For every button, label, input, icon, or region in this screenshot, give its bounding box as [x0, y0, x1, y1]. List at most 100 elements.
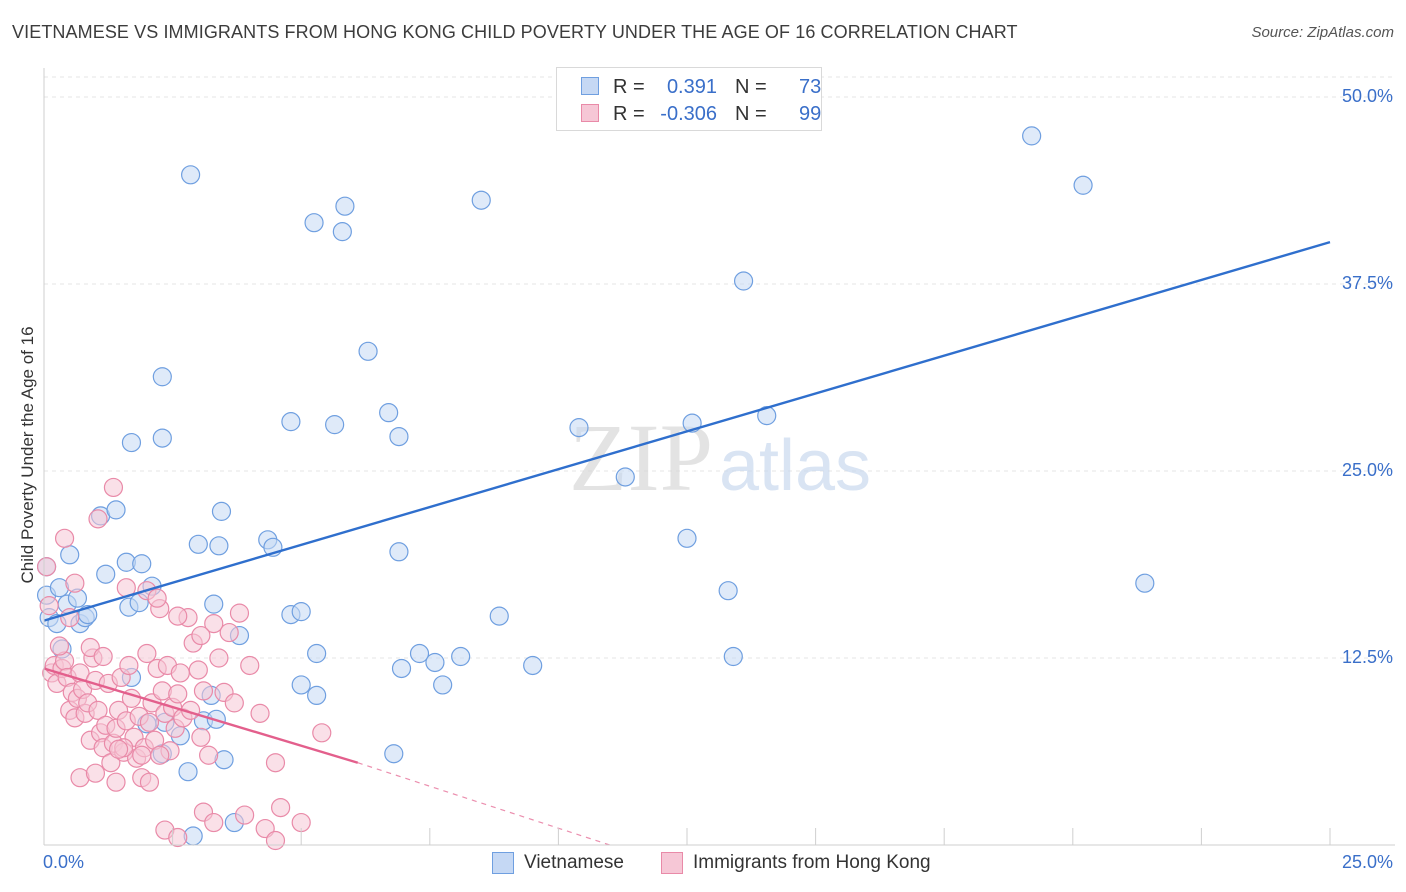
- data-point: [471, 190, 491, 210]
- x-tick-label-min: 0.0%: [43, 852, 85, 872]
- legend-n-label: N =: [735, 76, 767, 98]
- data-point: [224, 693, 244, 713]
- trend-line-extension: [357, 762, 611, 846]
- data-point: [250, 703, 270, 723]
- legend-n-label: N =: [735, 103, 767, 125]
- data-point: [733, 271, 754, 291]
- data-point: [523, 655, 543, 676]
- x-tick-label-max: 25.0%: [1341, 852, 1393, 872]
- data-point: [307, 685, 327, 706]
- data-point: [188, 534, 208, 554]
- legend-swatch-hong-kong: [661, 852, 683, 874]
- data-point: [332, 222, 352, 242]
- legend-item-vietnamese: Vietnamese: [492, 852, 624, 874]
- data-point: [240, 655, 260, 676]
- data-point: [723, 646, 743, 667]
- chart-title: VIETNAMESE VS IMMIGRANTS FROM HONG KONG …: [12, 22, 1018, 42]
- data-point: [152, 367, 172, 387]
- legend-r-value: 0.391: [666, 76, 717, 98]
- data-point: [615, 467, 635, 487]
- data-point: [304, 213, 324, 233]
- data-point: [677, 528, 697, 548]
- watermark: ZIPatlas: [569, 404, 871, 511]
- data-point: [181, 165, 201, 185]
- trend-lines: [43, 240, 1331, 846]
- y-tick-label: 12.5%: [1341, 647, 1393, 667]
- y-tick-label: 25.0%: [1341, 460, 1393, 480]
- data-point: [204, 594, 224, 614]
- data-point: [358, 341, 378, 361]
- hong-kong-points: [36, 477, 332, 851]
- data-point: [65, 573, 85, 593]
- data-point: [219, 622, 239, 643]
- legend-r-label: R =: [613, 76, 645, 98]
- data-point: [85, 763, 106, 783]
- data-point: [489, 606, 509, 626]
- data-point: [291, 675, 311, 695]
- data-point: [204, 812, 224, 833]
- legend-n-value: 99: [799, 103, 822, 125]
- data-point: [271, 797, 291, 818]
- data-point: [170, 663, 190, 683]
- data-point: [235, 805, 255, 825]
- stats-legend: R = 0.391 N = 73 R = -0.306 N = 99: [556, 67, 822, 131]
- data-point: [96, 564, 116, 584]
- data-point: [199, 745, 219, 765]
- data-point: [291, 602, 311, 622]
- data-point: [88, 700, 108, 720]
- data-point: [211, 501, 232, 521]
- watermark-atlas: atlas: [719, 426, 871, 506]
- legend-n-value: 73: [799, 76, 822, 98]
- data-point: [178, 762, 198, 782]
- legend-swatch-vietnamese: [492, 852, 514, 874]
- data-point: [54, 528, 75, 548]
- data-point: [152, 681, 172, 701]
- legend-r-label: R =: [613, 103, 645, 125]
- data-point: [139, 712, 160, 732]
- data-point: [49, 636, 70, 656]
- data-point: [391, 658, 412, 679]
- series-legend: Vietnamese Immigrants from Hong Kong: [0, 852, 1406, 878]
- data-point: [93, 646, 113, 667]
- data-point: [36, 557, 57, 577]
- data-point: [60, 545, 80, 565]
- data-point: [132, 745, 152, 765]
- y-tick-label: 37.5%: [1341, 273, 1393, 293]
- data-point: [119, 655, 139, 676]
- data-point: [325, 415, 345, 435]
- data-point: [389, 426, 409, 447]
- data-point: [106, 500, 126, 520]
- data-point: [137, 643, 157, 664]
- data-point: [307, 643, 327, 664]
- data-point: [108, 739, 129, 759]
- data-point: [335, 196, 355, 216]
- data-point: [168, 606, 188, 626]
- data-point: [139, 772, 160, 792]
- data-point: [152, 428, 172, 448]
- trend-line-vietnamese: [43, 240, 1331, 622]
- data-point: [265, 830, 286, 851]
- data-point: [379, 403, 399, 423]
- legend-label-hong-kong: Immigrants from Hong Kong: [693, 852, 931, 873]
- trend-line-hong-kong: [43, 667, 359, 764]
- data-point: [425, 652, 445, 673]
- data-point: [718, 581, 738, 601]
- y-tick-label: 50.0%: [1341, 86, 1393, 106]
- data-point: [121, 432, 142, 453]
- data-point: [1073, 175, 1093, 195]
- data-point: [433, 675, 453, 695]
- data-point: [265, 753, 286, 773]
- data-point: [191, 625, 211, 646]
- data-point: [103, 477, 124, 498]
- legend-swatch-hong-kong: [581, 104, 599, 122]
- data-point: [389, 542, 409, 562]
- data-point: [569, 418, 589, 438]
- data-point: [150, 745, 170, 765]
- data-point: [384, 744, 404, 764]
- data-point: [451, 646, 471, 667]
- data-point: [281, 412, 301, 432]
- axes: [43, 68, 1395, 846]
- data-point: [209, 648, 229, 668]
- legend-item-hong-kong: Immigrants from Hong Kong: [661, 852, 931, 874]
